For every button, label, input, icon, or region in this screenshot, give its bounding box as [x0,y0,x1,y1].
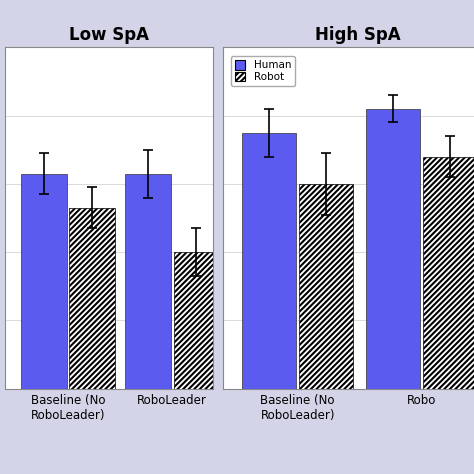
Title: Low SpA: Low SpA [69,27,149,45]
Bar [69,208,115,389]
Legend: Human, Robot: Human, Robot [231,56,295,86]
Bar [21,173,67,389]
Bar [125,173,171,389]
Bar [242,133,296,389]
Bar [299,184,353,389]
Title: High SpA: High SpA [315,27,401,45]
Bar [173,252,219,389]
Bar [365,109,419,389]
Bar [423,156,474,389]
